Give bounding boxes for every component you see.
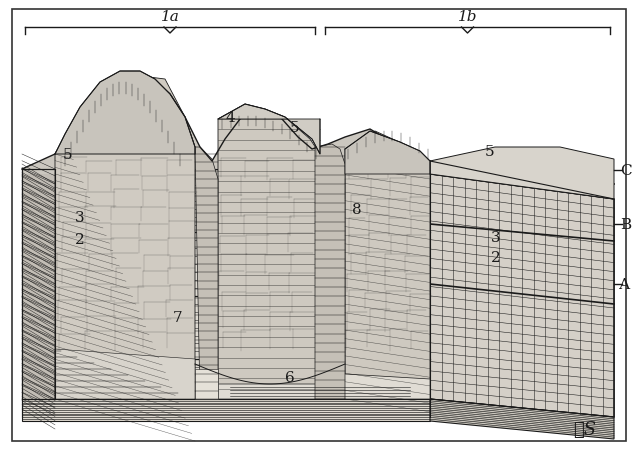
Text: 1a: 1a — [161, 10, 179, 24]
Polygon shape — [218, 374, 430, 399]
Text: 8: 8 — [352, 202, 362, 217]
Polygon shape — [430, 399, 614, 439]
Text: 3: 3 — [491, 231, 501, 244]
Text: 3: 3 — [75, 211, 85, 224]
Text: 5: 5 — [290, 121, 300, 135]
Text: 5: 5 — [485, 145, 495, 159]
Polygon shape — [55, 75, 195, 399]
Polygon shape — [22, 170, 55, 399]
Polygon shape — [430, 175, 614, 417]
Polygon shape — [55, 349, 195, 399]
Polygon shape — [430, 148, 614, 200]
Text: 5: 5 — [63, 148, 73, 162]
Polygon shape — [22, 75, 430, 175]
Text: 1b: 1b — [458, 10, 477, 24]
Text: -A: -A — [614, 278, 630, 291]
Polygon shape — [315, 145, 345, 399]
Text: ℛS: ℛS — [573, 420, 596, 438]
Polygon shape — [218, 105, 320, 399]
Polygon shape — [55, 72, 195, 155]
Polygon shape — [195, 369, 218, 399]
Polygon shape — [195, 148, 218, 399]
Text: B: B — [620, 217, 632, 232]
Polygon shape — [22, 170, 430, 399]
Polygon shape — [345, 131, 430, 175]
Text: 2: 2 — [491, 250, 501, 264]
Text: 2: 2 — [75, 233, 85, 247]
Text: 4: 4 — [225, 111, 235, 125]
Polygon shape — [22, 399, 430, 421]
Polygon shape — [218, 105, 320, 155]
Text: C: C — [620, 164, 632, 177]
Polygon shape — [345, 131, 430, 399]
Text: 7: 7 — [173, 310, 183, 324]
Text: 6: 6 — [285, 370, 295, 384]
